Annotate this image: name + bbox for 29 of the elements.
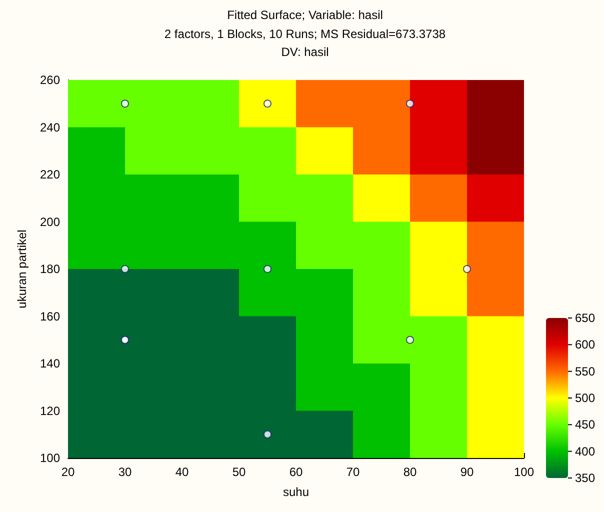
y-axis-title: ukuran partikel bbox=[15, 230, 29, 308]
chart-subtitle: 2 factors, 1 Blocks, 10 Runs; MS Residual=673.3738 DV: hasil bbox=[164, 27, 446, 59]
y-tick-label: 100 bbox=[40, 451, 60, 465]
color-bar-label: 650 bbox=[575, 311, 596, 325]
color-bar-label: 400 bbox=[575, 444, 596, 458]
y-tick-label: 220 bbox=[40, 168, 60, 182]
color-bar-label: 600 bbox=[575, 338, 596, 352]
y-tick-label: 180 bbox=[40, 262, 60, 276]
y-tick-label: 140 bbox=[40, 356, 60, 370]
x-tick-label: 90 bbox=[460, 465, 474, 479]
x-tick-label: 40 bbox=[175, 465, 189, 479]
y-tick-label: 120 bbox=[40, 404, 60, 418]
y-tick-label: 160 bbox=[40, 309, 60, 324]
color-bar-label: 350 bbox=[575, 471, 596, 485]
color-bar-label: 550 bbox=[575, 364, 596, 378]
y-tick-label: 240 bbox=[40, 120, 60, 134]
color-bar-label: 500 bbox=[575, 391, 596, 405]
x-tick-label: 100 bbox=[514, 465, 534, 479]
x-tick-label: 50 bbox=[232, 465, 246, 479]
color-bar-label: 450 bbox=[575, 418, 596, 432]
x-tick-label: 20 bbox=[61, 465, 75, 479]
chart-title: Fitted Surface; Variable: hasil bbox=[227, 8, 383, 22]
x-tick-label: 80 bbox=[403, 465, 417, 479]
x-axis-title: suhu bbox=[282, 485, 310, 499]
y-tick-label: 200 bbox=[40, 214, 60, 229]
x-tick-label: 60 bbox=[289, 465, 303, 479]
x-tick-label: 30 bbox=[118, 465, 132, 479]
y-tick-label: 260 bbox=[40, 73, 60, 87]
x-tick-label: 70 bbox=[346, 465, 360, 479]
